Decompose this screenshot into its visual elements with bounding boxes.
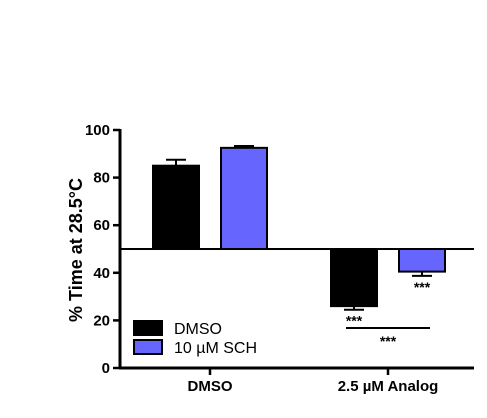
y-axis-title: % Time at 28.5°C — [66, 178, 86, 322]
axes-layer — [118, 129, 474, 370]
x-category-label: 2.5 µM Analog — [338, 378, 439, 395]
legend-swatch — [133, 339, 163, 355]
y-tick-label: 80 — [93, 170, 110, 187]
x-category-label: DMSO — [188, 378, 233, 395]
significance-label: *** — [346, 313, 363, 329]
legend-swatch — [133, 320, 163, 336]
legend-layer: DMSO 10 µM SCH — [133, 320, 257, 357]
y-tick-label: 100 — [85, 122, 110, 139]
bar-dmso-0 — [152, 164, 200, 250]
bars-layer — [152, 144, 446, 311]
y-tick-label: 0 — [102, 360, 110, 377]
legend-label: DMSO — [174, 321, 222, 338]
significance-label: *** — [414, 279, 431, 295]
y-tick-label: 60 — [93, 217, 110, 234]
legend-label: 10 µM SCH — [174, 340, 257, 357]
annotations-layer: *** *** *** — [346, 279, 431, 349]
bar-sch-1 — [398, 248, 446, 273]
bar-dmso-1 — [330, 248, 378, 308]
ticks-layer: 0 20 40 60 80 100 DMSO 2.5 µM Analog — [85, 122, 438, 395]
significance-label: *** — [380, 333, 397, 349]
bar-sch-0 — [220, 146, 268, 251]
y-tick-label: 20 — [93, 312, 110, 329]
y-tick-label: 40 — [93, 265, 110, 282]
